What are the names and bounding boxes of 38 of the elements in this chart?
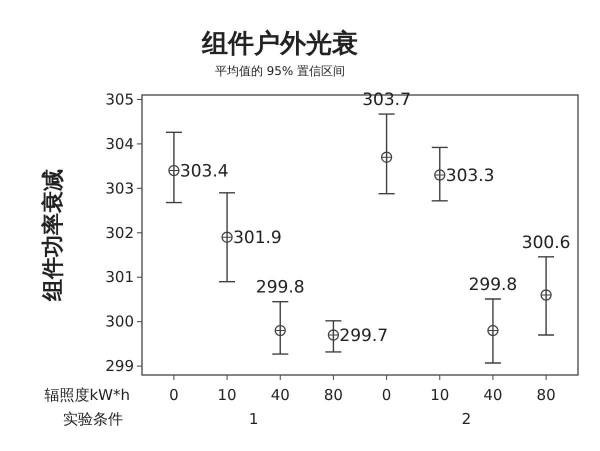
x-tick-label: 0 bbox=[169, 386, 179, 404]
data-label: 299.8 bbox=[468, 275, 518, 295]
data-label: 303.4 bbox=[180, 162, 229, 182]
point bbox=[434, 169, 446, 181]
x-tick-label: 80 bbox=[536, 386, 556, 404]
point bbox=[274, 324, 286, 336]
x-tick-label: 10 bbox=[430, 386, 450, 404]
point bbox=[540, 289, 552, 301]
point bbox=[328, 329, 340, 341]
y-tick-label: 300 bbox=[105, 312, 134, 331]
y-tick-label: 299 bbox=[105, 357, 134, 376]
y-tick-label: 305 bbox=[105, 90, 134, 108]
point bbox=[380, 152, 392, 163]
x-tick-label: 80 bbox=[324, 386, 343, 404]
data-label: 301.9 bbox=[233, 228, 282, 248]
x-tick-label: 0 bbox=[382, 386, 392, 404]
text: 实验条件 bbox=[63, 410, 123, 428]
y-tick-label: 302 bbox=[105, 224, 134, 242]
y-axis-title: 组件功率衰减 bbox=[40, 169, 66, 302]
data-label: 303.3 bbox=[446, 166, 494, 186]
x-tick-label: 10 bbox=[218, 386, 237, 404]
data-label: 299.7 bbox=[339, 326, 388, 346]
point bbox=[487, 324, 499, 336]
y-tick-label: 301 bbox=[105, 268, 134, 286]
x-tick-label: 40 bbox=[270, 386, 290, 404]
point bbox=[168, 164, 180, 176]
x-axis-title: 辐照度kW*h bbox=[44, 386, 130, 404]
y-tick-label: 303 bbox=[105, 179, 134, 198]
data-label: 300.6 bbox=[522, 232, 570, 253]
text: 2 bbox=[462, 410, 472, 428]
data-label: 303.7 bbox=[362, 90, 411, 110]
x-tick-label: 40 bbox=[483, 386, 502, 404]
y-tick-label: 304 bbox=[105, 134, 134, 153]
point bbox=[221, 232, 233, 243]
text: 1 bbox=[248, 410, 258, 428]
chart-title: 组件户外光衰 bbox=[201, 29, 358, 59]
chart-subtitle: 平均值的 95% 置信区间 bbox=[214, 64, 346, 78]
data-label: 299.8 bbox=[256, 278, 305, 298]
